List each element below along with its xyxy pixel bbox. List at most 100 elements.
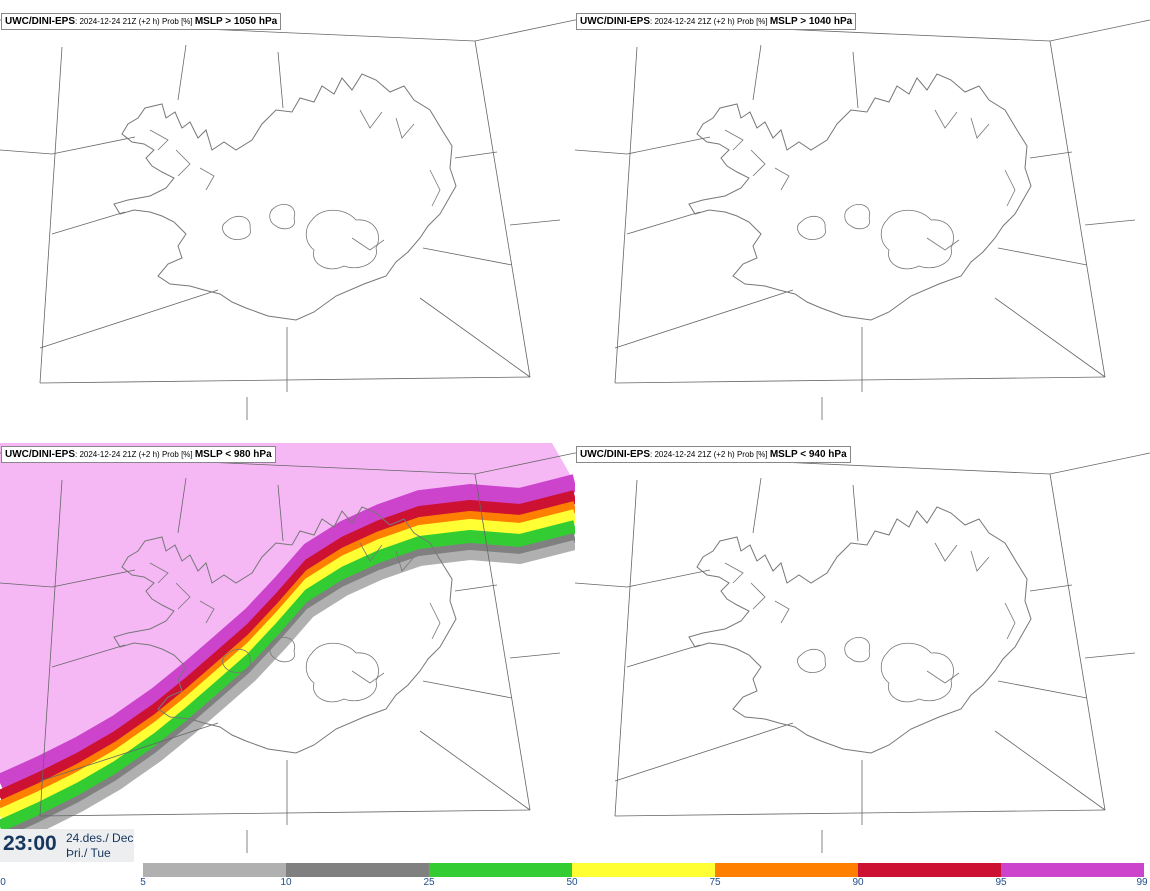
glacier-outline (222, 215, 252, 240)
graticule-line (852, 484, 859, 542)
prob-band-5 (0, 540, 575, 850)
prob-band-90 (0, 490, 575, 804)
glacier-outline (844, 637, 871, 663)
glacier-outline (269, 637, 296, 663)
graticule-line (51, 644, 126, 668)
legend-color-95 (1001, 863, 1144, 877)
graticule-line (614, 809, 1106, 817)
graticule-line (1084, 219, 1136, 226)
map-panel-2: UWC/DINI-EPS: 2024-12-24 21Z (+2 h) Prob… (575, 0, 1150, 430)
coastline (688, 73, 1032, 321)
legend-tick-label: 75 (709, 877, 721, 888)
glacier-outline (269, 204, 296, 230)
coastline-detail (926, 670, 960, 684)
graticule-line (0, 136, 136, 155)
legend-tick-label: 50 (566, 877, 578, 888)
graticule-line (422, 680, 513, 699)
graticule-line (614, 479, 638, 817)
glacier-outline (880, 209, 954, 270)
graticule-line (752, 44, 762, 101)
graticule-line (0, 569, 136, 588)
probability-legend: 0 5 10 25 50 75 90 95 99 (0, 862, 1150, 891)
graticule-line (626, 211, 701, 235)
coastline-detail (774, 167, 790, 191)
coastline-detail (175, 582, 191, 610)
coastline-detail (934, 542, 958, 562)
panel-title: UWC/DINI-EPS: 2024-12-24 21Z (+2 h) Prob… (1, 13, 282, 30)
prob-band-95 (0, 474, 575, 792)
graticule-line (39, 289, 219, 349)
legend-color-75 (715, 863, 858, 877)
graticule-line (994, 730, 1106, 811)
coastline-detail (359, 109, 383, 129)
graticule-line (419, 297, 531, 378)
prob-band-25 (0, 520, 575, 834)
graticule-line (614, 376, 1106, 384)
graticule-line (39, 376, 531, 384)
graticule-line (852, 51, 859, 109)
graticule-line (277, 484, 284, 542)
valid-time-box: 23:00 24.des./ Dec Þri./ Tue (0, 829, 134, 862)
coastline-detail (970, 550, 990, 572)
coastline-detail (149, 129, 169, 151)
graticule-line (39, 722, 219, 782)
graticule-line (39, 46, 63, 384)
graticule-line (1084, 652, 1136, 659)
legend-tick-label: 10 (280, 877, 292, 888)
coastline (688, 506, 1032, 754)
graticule-line (614, 722, 794, 782)
graticule-line (997, 680, 1088, 699)
coastline-detail (429, 602, 441, 640)
graticule-line (509, 652, 561, 659)
graticule-line (997, 247, 1088, 266)
graticule-line (39, 479, 63, 817)
graticule-line (177, 44, 187, 101)
coastline-detail (351, 670, 385, 684)
graticule-line (474, 40, 531, 378)
legend-color-25 (429, 863, 572, 877)
legend-tick-label: 90 (852, 877, 864, 888)
legend-color-10 (286, 863, 429, 877)
graticule-line (177, 477, 187, 534)
panel-title: UWC/DINI-EPS: 2024-12-24 21Z (+2 h) Prob… (1, 446, 276, 463)
graticule-line (1029, 151, 1073, 159)
map-canvas (575, 19, 1150, 420)
glacier-outline (844, 204, 871, 230)
graticule-line (422, 247, 513, 266)
coastline-detail (175, 149, 191, 177)
legend-color-50 (572, 863, 715, 877)
glacier-outline (880, 642, 954, 703)
glacier-outline (222, 648, 252, 673)
panel-title: UWC/DINI-EPS: 2024-12-24 21Z (+2 h) Prob… (576, 446, 851, 463)
coastline (113, 73, 457, 321)
prob-band-50 (0, 509, 575, 823)
coastline-detail (926, 237, 960, 251)
coastline (113, 506, 457, 754)
coastline-detail (199, 600, 215, 624)
graticule-line (1029, 584, 1073, 592)
valid-time-clock: 23:00 (3, 832, 57, 855)
panel-title: UWC/DINI-EPS: 2024-12-24 21Z (+2 h) Prob… (576, 13, 857, 30)
graticule-line (626, 644, 701, 668)
map-canvas (575, 452, 1150, 853)
coastline-detail (750, 149, 766, 177)
glacier-outline (797, 215, 827, 240)
map-panel-3: UWC/DINI-EPS: 2024-12-24 21Z (+2 h) Prob… (0, 433, 575, 863)
graticule-line (1049, 40, 1106, 378)
legend-tick-label: 0 (0, 877, 6, 888)
map-canvas (0, 19, 575, 420)
legend-color-90 (858, 863, 1001, 877)
coastline-detail (149, 562, 169, 584)
graticule-line (277, 51, 284, 109)
graticule-line (575, 136, 711, 155)
graticule-line (509, 219, 561, 226)
glacier-outline (305, 209, 379, 270)
graticule-line (51, 211, 126, 235)
coastline-detail (359, 542, 383, 562)
coastline-detail (395, 117, 415, 139)
graticule-line (454, 151, 498, 159)
legend-tick-label: 99 (1136, 877, 1148, 888)
graticule-line (419, 730, 531, 811)
legend-tick-label: 5 (140, 877, 146, 888)
graticule-line (614, 289, 794, 349)
